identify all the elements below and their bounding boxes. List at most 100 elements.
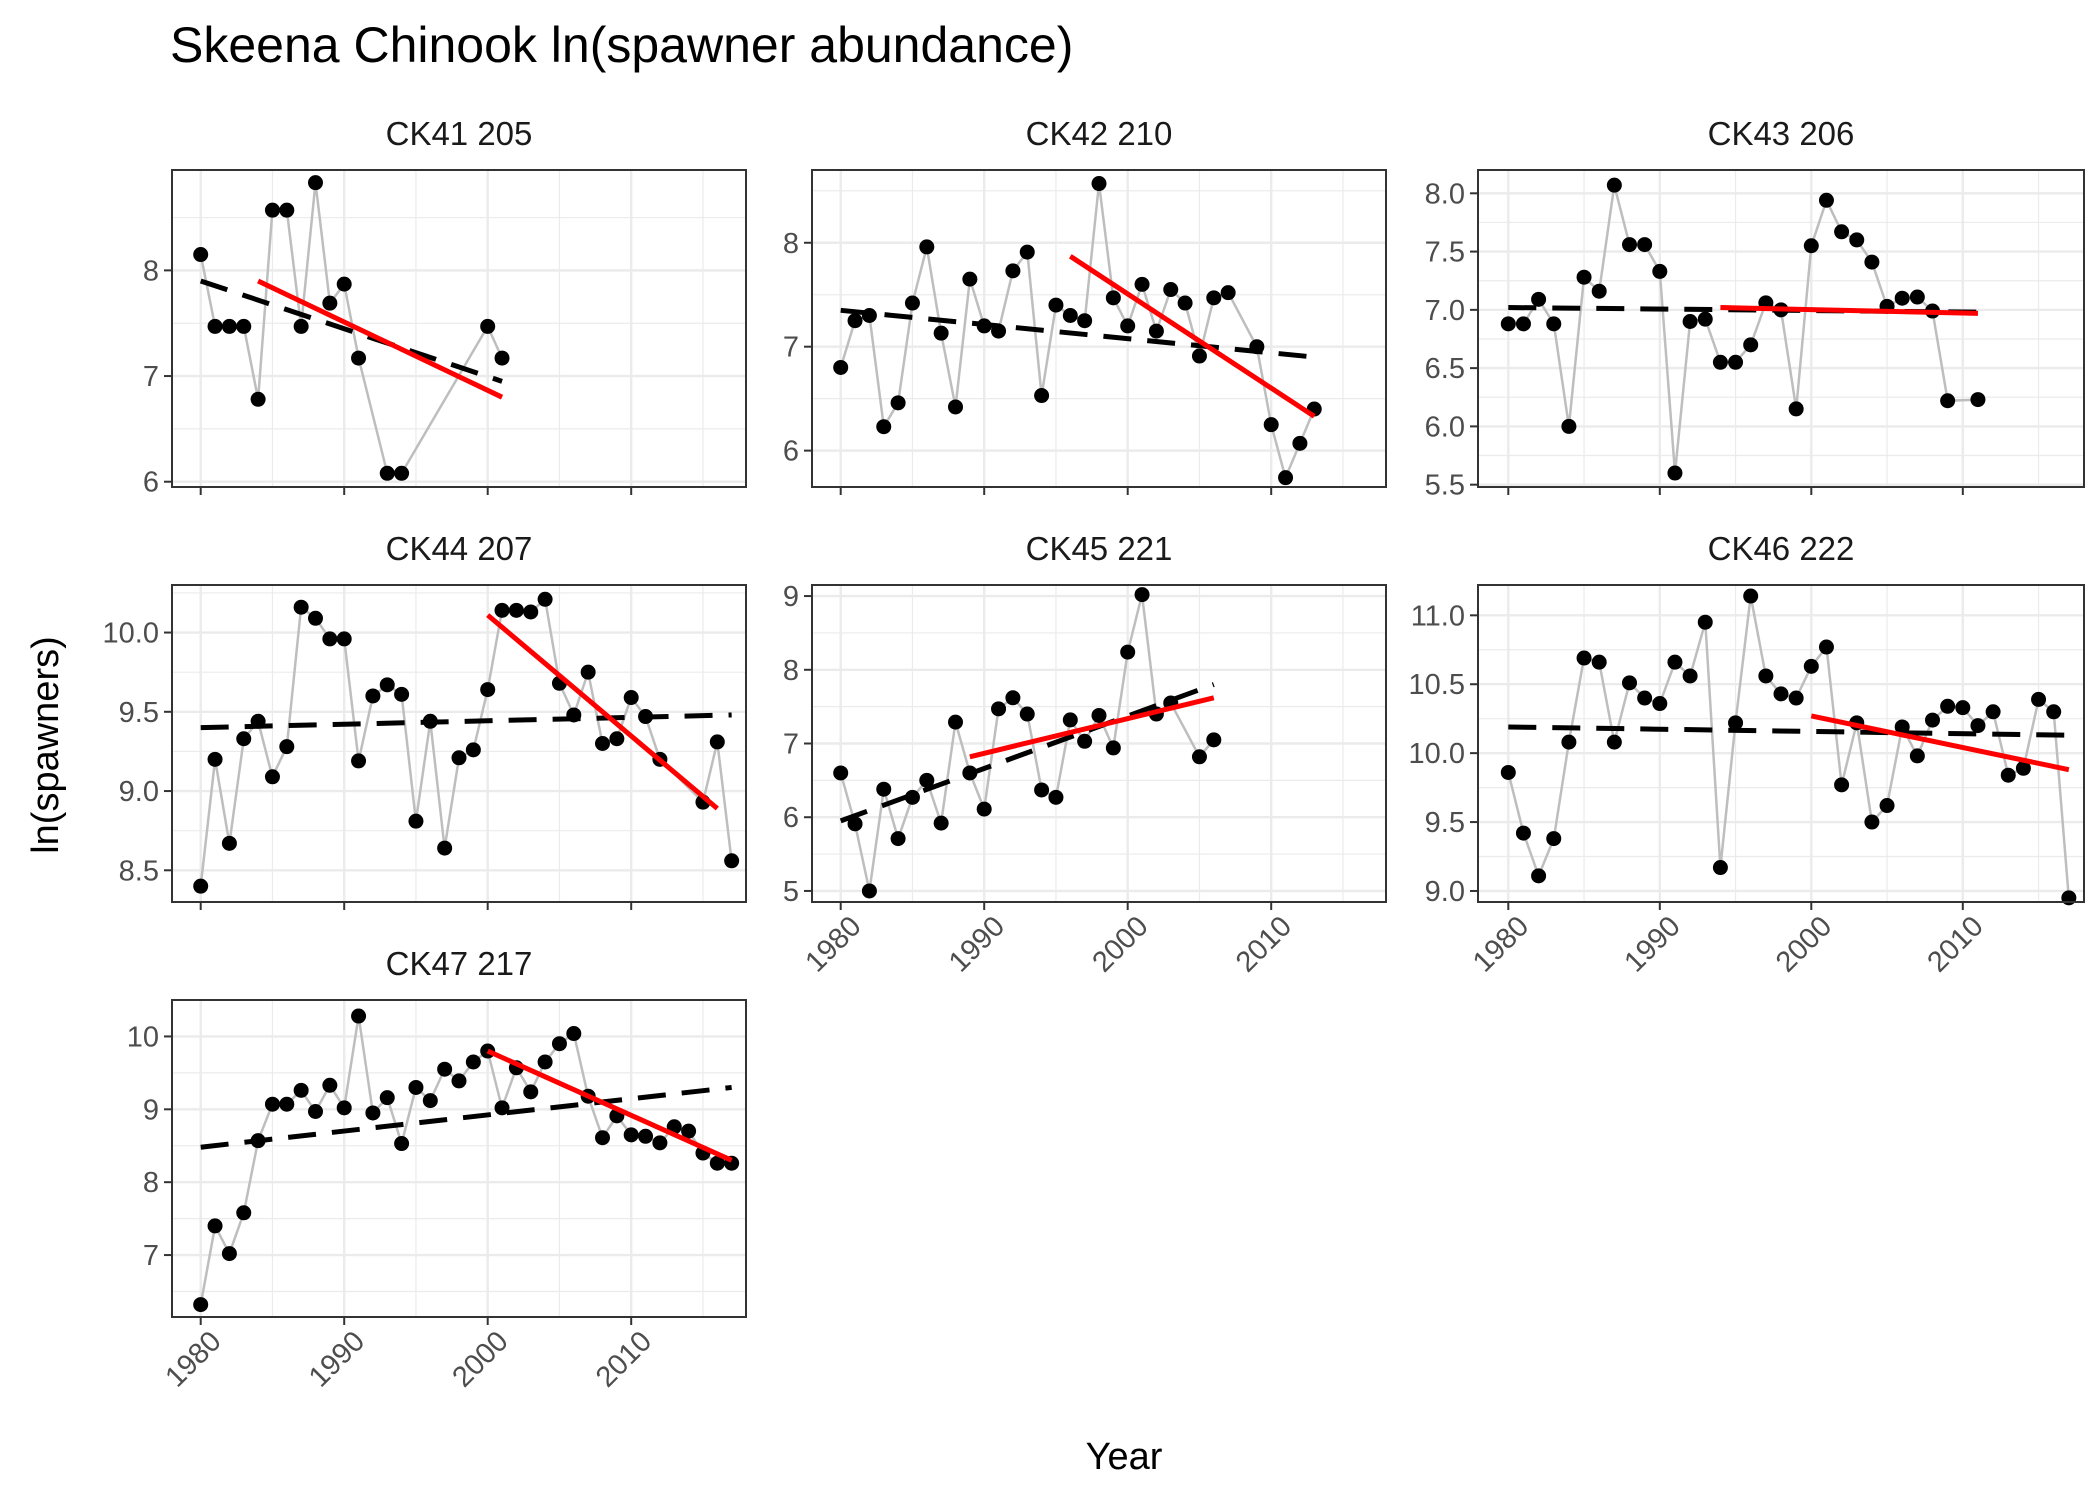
data-point [293, 1082, 309, 1098]
long-term-trend-line [200, 1084, 732, 1150]
data-point [494, 602, 510, 618]
data-point [264, 769, 280, 785]
y-tick-label: 6.5 [1425, 353, 1465, 385]
series-line [1507, 595, 2071, 899]
data-point [962, 271, 978, 287]
data-point [1263, 417, 1279, 433]
data-point [638, 709, 654, 725]
y-tick-label: 8 [143, 255, 159, 287]
data-point [451, 1073, 467, 1089]
y-tick-label: 9.5 [119, 697, 159, 729]
data-point [1894, 719, 1910, 735]
data-point [308, 175, 323, 191]
recent-trend-line [969, 695, 1215, 760]
recent-trend-line [1810, 713, 2070, 773]
data-point [1970, 718, 1986, 734]
data-point [724, 853, 740, 869]
data-point [1667, 465, 1683, 481]
y-tick-label: 11.0 [1411, 600, 1465, 632]
data-point [933, 325, 949, 341]
data-point [508, 602, 524, 618]
y-tick-label: 8 [783, 228, 799, 260]
y-tick-label: 10.5 [1409, 669, 1465, 701]
data-point [1249, 339, 1265, 355]
data-point [1048, 297, 1064, 313]
data-point [494, 1100, 510, 1116]
data-point [293, 318, 309, 334]
facet-panel: CK42 210 6 7 8 [783, 115, 1387, 495]
data-point [408, 813, 424, 829]
data-point [379, 677, 395, 693]
y-tick-label: 10.0 [103, 618, 159, 650]
data-point [566, 1026, 582, 1042]
data-point [379, 1090, 395, 1106]
data-point [2015, 760, 2031, 776]
y-tick-label: 6 [143, 467, 159, 499]
data-point [1191, 749, 1207, 765]
data-point [279, 1096, 295, 1112]
data-point [1955, 700, 1971, 716]
x-tick-label: 2000 [1770, 910, 1838, 978]
data-point [1561, 734, 1577, 750]
data-point [976, 801, 992, 817]
data-point [1728, 715, 1744, 731]
data-point [919, 239, 935, 255]
data-point [709, 1155, 725, 1171]
data-point [1120, 644, 1136, 660]
data-point [1879, 798, 1895, 814]
data-point [1105, 740, 1121, 756]
data-point [1985, 704, 2001, 720]
y-tick-label: 6 [783, 436, 799, 468]
data-point [537, 1054, 553, 1070]
data-point [709, 734, 725, 750]
data-point [1637, 690, 1653, 706]
facet-label: CK43 206 [1708, 115, 1855, 152]
data-point [351, 350, 367, 366]
data-point [1622, 237, 1637, 253]
data-point [308, 610, 323, 626]
data-point [523, 1084, 539, 1100]
y-tick-label: 7 [783, 332, 799, 364]
data-point [1091, 707, 1107, 723]
data-point [221, 1246, 237, 1262]
data-point [207, 318, 223, 334]
data-point [1864, 254, 1880, 270]
long-term-trend-line [839, 682, 1215, 824]
data-point [1894, 290, 1910, 306]
data-point [1697, 614, 1713, 630]
data-point [437, 840, 453, 856]
data-point [876, 419, 892, 435]
panel-border [1477, 169, 2085, 488]
y-tick-label: 9 [783, 581, 799, 613]
data-point [494, 350, 510, 366]
recent-trend-line [486, 1048, 733, 1163]
y-tick-label: 7 [143, 361, 159, 393]
data-point [1788, 401, 1804, 417]
data-point [1773, 686, 1789, 702]
y-tick-label: 10 [127, 1021, 159, 1053]
data-point [1134, 276, 1150, 292]
data-point [193, 1297, 209, 1313]
y-tick-label: 6 [783, 802, 799, 834]
data-point [422, 713, 438, 729]
data-point [551, 1036, 567, 1052]
facet-panel: CK45 221 5 6 7 8 9 1980 1990 2000 2010 [783, 530, 1387, 979]
data-point [351, 1008, 367, 1024]
data-point [1667, 654, 1683, 670]
data-point [1005, 690, 1021, 706]
data-point [308, 1103, 323, 1119]
data-point [1909, 289, 1925, 305]
y-tick-label: 7.5 [1425, 237, 1465, 269]
x-axis-title: Year [1086, 1436, 1163, 1478]
data-point [1925, 712, 1940, 728]
data-point [1077, 733, 1093, 749]
data-point [595, 736, 610, 751]
data-point [1220, 285, 1236, 301]
data-point [904, 295, 920, 311]
long-term-trend-line [199, 278, 503, 384]
data-point [2046, 704, 2062, 720]
data-point [236, 1205, 252, 1221]
data-point [681, 1123, 697, 1139]
data-point [2031, 691, 2047, 707]
